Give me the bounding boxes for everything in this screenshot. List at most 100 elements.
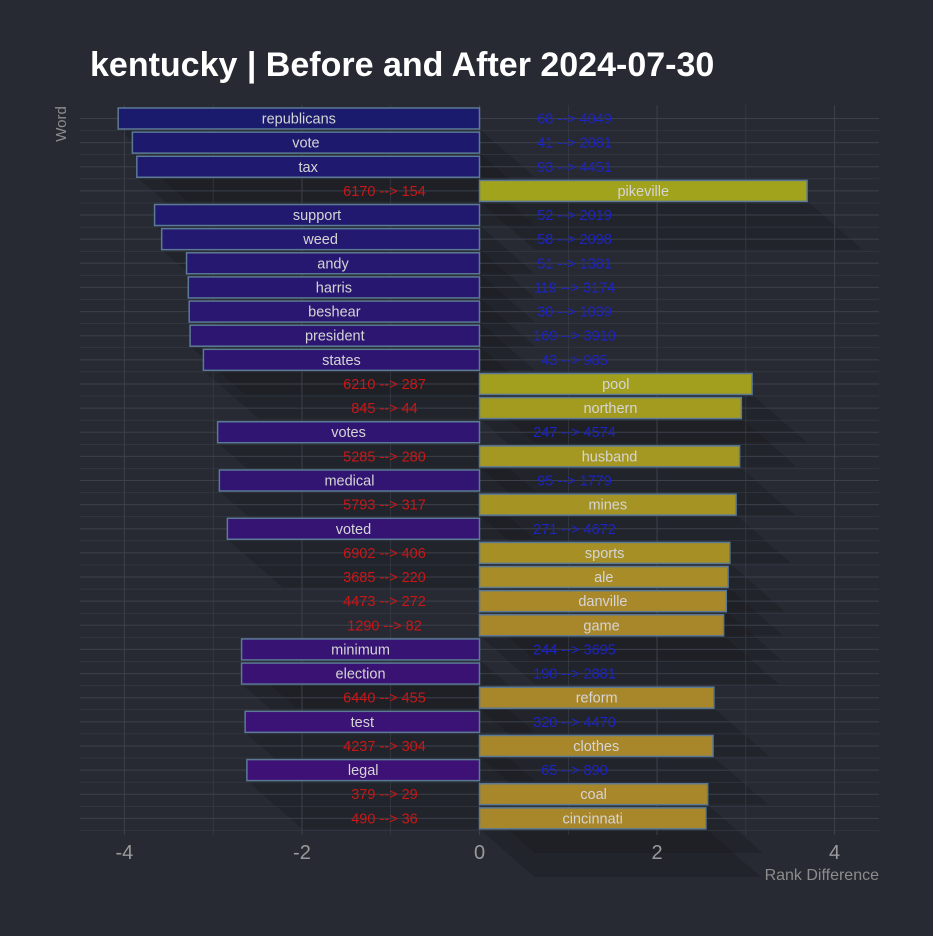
rank-annotation: 58 --> 2098 [537, 232, 612, 248]
bar [240, 662, 481, 685]
bar-label: pool [602, 377, 629, 393]
x-tick-label: 0 [474, 842, 485, 864]
axis-layer: Word Rank Difference -4 -2 0 2 4 [53, 106, 879, 884]
bar-shadow [479, 201, 863, 250]
bar [478, 734, 714, 758]
rank-annotation: 6902 --> 406 [343, 546, 426, 562]
bar [478, 807, 707, 830]
bar-label: clothes [573, 739, 619, 755]
bar-layer [117, 107, 808, 830]
rank-annotation: 190 --> 2881 [533, 667, 616, 683]
bar [246, 758, 481, 782]
bar-label: tax [298, 160, 318, 176]
rank-annotation: 4237 --> 304 [343, 739, 426, 755]
bar-label: president [305, 329, 365, 345]
bar [478, 396, 743, 420]
rank-annotation: 119 --> 3174 [534, 280, 616, 296]
bar-label: medical [324, 474, 374, 490]
rank-annotation: 52 --> 2019 [537, 208, 612, 224]
bar [478, 686, 715, 709]
bar-label: cincinnati [562, 811, 622, 827]
bar-label: husband [582, 449, 638, 465]
bar [131, 131, 481, 154]
bar-label: sports [585, 546, 625, 562]
bar [185, 252, 481, 275]
rank-annotation: 379 --> 29 [351, 787, 418, 803]
rank-annotation: 51 --> 1381 [537, 256, 612, 272]
bar-label: danville [578, 594, 627, 610]
bar [187, 276, 481, 299]
bar [478, 589, 728, 613]
bar-label: coal [580, 787, 607, 803]
rank-annotation: 169 --> 3910 [533, 329, 616, 345]
rank-annotation: 490 --> 36 [351, 811, 418, 827]
bar-shadow [227, 539, 535, 588]
rank-annotation: 6440 --> 455 [343, 691, 426, 707]
rank-annotation: 271 --> 4672 [533, 522, 616, 538]
rank-annotation: 95 --> 1779 [537, 474, 612, 490]
bar [244, 710, 481, 734]
bar [478, 782, 709, 806]
bar-label: mines [588, 498, 627, 514]
bar-label: votes [331, 425, 366, 441]
bar-label: reform [576, 691, 618, 707]
rank-annotation: 93 --> 4451 [537, 160, 612, 176]
rank-annotation: 6210 --> 287 [343, 377, 426, 393]
bar-label: weed [302, 232, 338, 248]
bar [478, 614, 725, 637]
bar [478, 541, 731, 565]
bar-shadow [479, 828, 761, 877]
bar [226, 517, 481, 541]
bar-label: minimum [331, 642, 390, 658]
bar-label: legal [348, 763, 379, 779]
rank-annotation: 30 --> 1039 [537, 305, 612, 321]
rank-annotation: 6170 --> 154 [343, 184, 426, 200]
bar [478, 445, 741, 468]
bar [218, 469, 481, 492]
bar-shadow [203, 370, 535, 419]
bar-label: states [322, 353, 361, 369]
rank-annotation: 68 --> 4049 [537, 112, 612, 128]
bar-label: test [351, 715, 374, 731]
x-tick-label: 2 [651, 842, 662, 864]
chart-title: kentucky | Before and After 2024-07-30 [90, 46, 715, 84]
bar-label: support [293, 208, 341, 224]
bar [478, 565, 729, 589]
bar [117, 107, 481, 130]
x-tick-label: -4 [115, 842, 133, 864]
bar-label: election [336, 667, 386, 683]
bar [160, 227, 481, 251]
bar [478, 493, 737, 516]
bar-label: northern [583, 401, 637, 417]
rank-annotation: 41 --> 2081 [537, 136, 612, 152]
rank-annotation: 1290 --> 82 [347, 618, 422, 634]
bar [478, 179, 808, 203]
bar [189, 324, 481, 347]
bar-label: game [583, 618, 619, 634]
bar [188, 300, 481, 323]
bar [478, 372, 753, 396]
bar [136, 155, 481, 179]
bar-label: vote [292, 136, 319, 152]
bar-shadow [479, 635, 779, 684]
x-tick-label: -2 [293, 842, 311, 864]
rank-annotation: 320 --> 4470 [533, 715, 616, 731]
bar [216, 420, 481, 444]
bar-label: andy [317, 256, 349, 272]
bar-label: republicans [262, 112, 336, 128]
y-axis-label: Word [53, 106, 70, 142]
x-axis-label: Rank Difference [765, 867, 880, 884]
rank-annotation: 845 --> 44 [351, 401, 418, 417]
bar [240, 638, 481, 661]
rank-annotation: 244 --> 3695 [533, 642, 616, 658]
label-layer: republicans 68 --> 4049 vote 41 --> 2081 tax… [262, 112, 669, 828]
rank-annotation: 5285 --> 280 [343, 449, 426, 465]
rank-annotation: 3685 --> 220 [343, 570, 426, 586]
rank-annotation: 247 --> 4574 [533, 425, 616, 441]
bar-label: pikeville [617, 184, 669, 200]
bar-label: ale [594, 570, 613, 586]
rank-annotation: 4473 --> 272 [343, 594, 426, 610]
x-tick-label: 4 [829, 842, 840, 864]
